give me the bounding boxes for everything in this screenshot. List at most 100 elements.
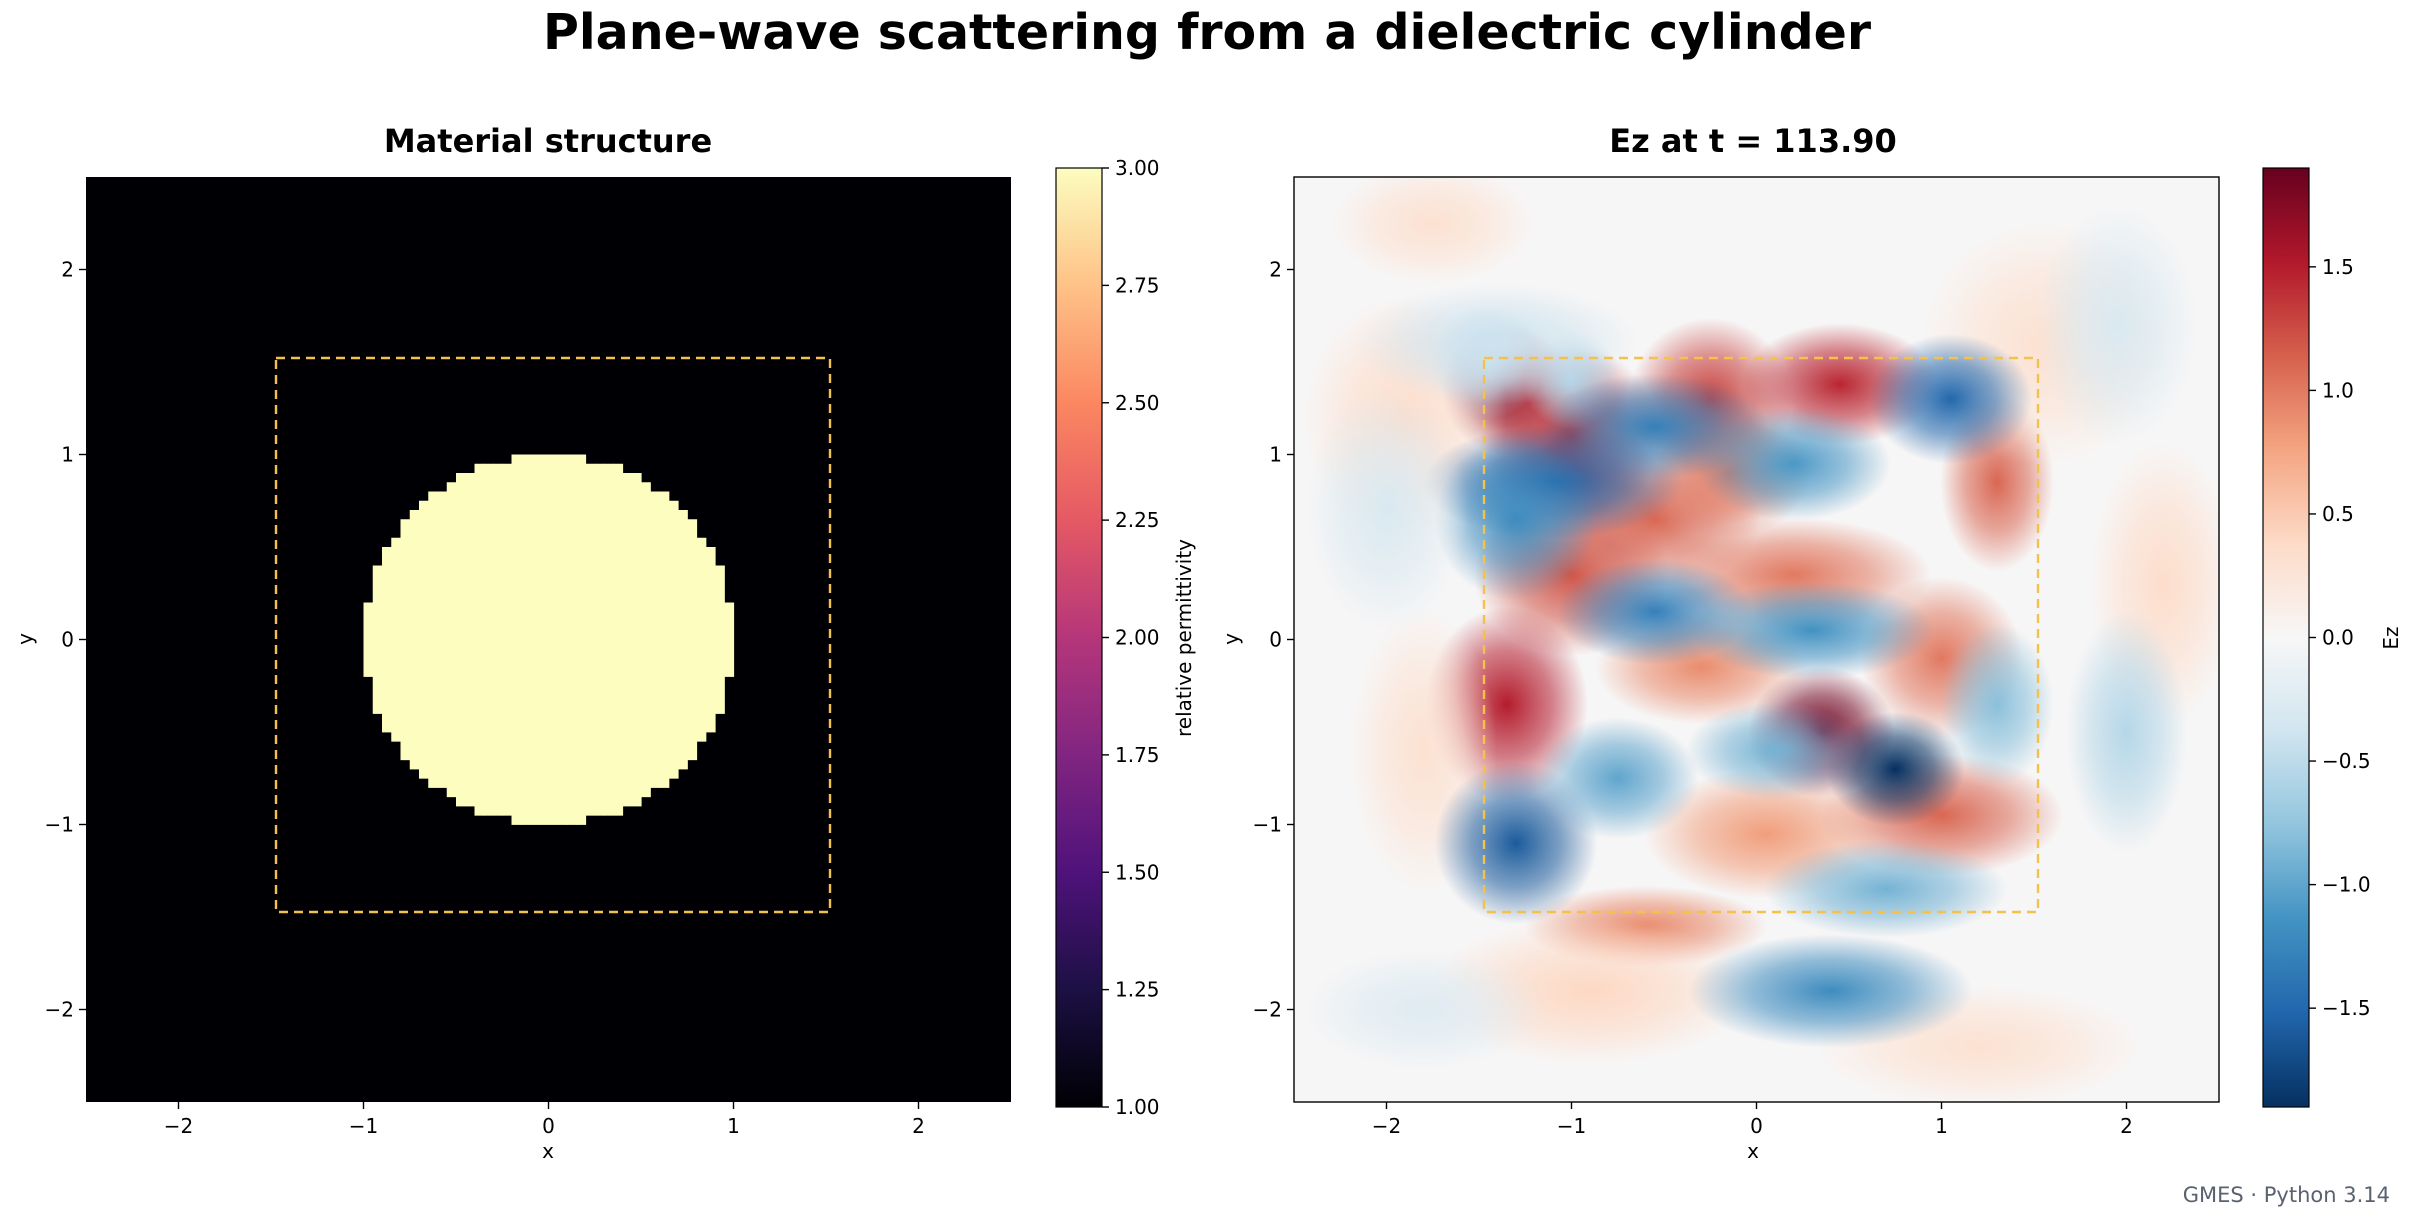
cylinder-cell: [493, 463, 503, 816]
permittivity-colorbar-label: relative permittivity: [1172, 539, 1196, 737]
permittivity-colorbar-gradient: [1055, 167, 1103, 1108]
x-tick-label: −1: [1557, 1114, 1586, 1138]
colorbar-tick-label: 2.00: [1115, 626, 1160, 650]
field-lobe: [1434, 437, 1598, 601]
field-lobe: [1536, 717, 1700, 840]
cylinder-cell: [724, 602, 735, 677]
x-tick-label: −1: [349, 1114, 378, 1138]
y-tick-label: −2: [45, 998, 74, 1022]
colorbar-tick-label: −0.5: [2322, 749, 2371, 773]
ez-field: [1301, 177, 2219, 1102]
cylinder-cell: [668, 500, 679, 779]
right-x-axis-label: x: [1747, 1139, 1759, 1163]
colorbar-tick-label: 1.5: [2322, 255, 2354, 279]
left-y-axis-label: y: [13, 633, 37, 645]
right-y-axis-label: y: [1219, 633, 1243, 645]
ez-colorbar-gradient: [2262, 167, 2310, 1108]
field-lobe: [1695, 406, 1892, 521]
colorbar-tick-label: 0.0: [2322, 626, 2354, 650]
colorbar-tick-label: 2.75: [1115, 273, 1160, 297]
x-tick-label: 1: [1935, 1114, 1948, 1138]
cylinder-cell: [409, 510, 420, 770]
cylinder-cell: [557, 454, 568, 825]
cylinder-cell: [696, 537, 707, 742]
x-tick-label: −2: [164, 1114, 193, 1138]
material-structure-panel: Material structure −2 −1 0 1 2 −2 −1 0 1 2 x y 1.…: [13, 122, 1196, 1163]
y-tick-label: 2: [61, 258, 74, 282]
cylinder-cell: [705, 547, 716, 733]
field-lobe: [1940, 622, 2054, 786]
field-lobe: [1685, 701, 1865, 800]
cylinder-cell: [548, 454, 559, 825]
cylinder-cell: [585, 463, 596, 816]
cylinder-cell: [511, 454, 522, 825]
x-tick-label: −2: [1372, 1114, 1401, 1138]
cylinder-cell: [363, 602, 374, 677]
cylinder-cell: [437, 491, 448, 788]
ez-colorbar: −1.5 −1.0 −0.5 0.0 0.5 1.0 1.5 Ez: [2262, 167, 2403, 1108]
dielectric-cylinder: [363, 454, 735, 825]
x-tick-label: 0: [1750, 1114, 1763, 1138]
cylinder-cell: [715, 565, 725, 714]
material-structure-title: Material structure: [384, 122, 712, 160]
x-tick-label: 2: [912, 1114, 925, 1138]
cylinder-cell: [604, 463, 614, 816]
cylinder-cell: [539, 454, 550, 825]
colorbar-tick-label: 2.25: [1115, 508, 1160, 532]
colorbar-tick-label: 0.5: [2322, 502, 2354, 526]
y-tick-label: 1: [1269, 443, 1282, 467]
cylinder-cell: [641, 482, 651, 798]
field-lobe: [1355, 282, 1640, 405]
field-lobe: [1301, 948, 1546, 1071]
field-lobe: [1688, 934, 1973, 1048]
cylinder-cell: [372, 565, 383, 714]
cylinder-cell: [567, 454, 577, 825]
cylinder-cell: [622, 473, 633, 807]
left-axes: −2 −1 0 1 2 −2 −1 0 1 2: [45, 258, 925, 1139]
field-source-region-box: [1482, 356, 2040, 914]
cylinder-cell: [474, 463, 485, 816]
cylinder-cell: [576, 454, 587, 825]
y-tick-label: −2: [1253, 998, 1282, 1022]
field-lobe: [1331, 177, 1535, 285]
figure-title: Plane-wave scattering from a dielectric …: [543, 4, 1872, 61]
colorbar-tick-label: 1.50: [1115, 860, 1160, 884]
source-region-box: [274, 356, 832, 914]
field-lobe: [1689, 581, 1935, 680]
field-lobe: [2065, 609, 2188, 855]
y-tick-label: −1: [45, 813, 74, 837]
field-lobe: [2035, 202, 2199, 448]
field-title: Ez at t = 113.90: [1609, 122, 1897, 160]
cylinder-cell: [428, 491, 439, 788]
field-panel: Ez at t = 113.90 −2 −1 0 1 2 −2 −1 0 1 2 x y −1.5…: [1219, 122, 2403, 1163]
colorbar-tick-label: 1.75: [1115, 743, 1160, 767]
ez-colorbar-ticks: −1.5 −1.0 −0.5 0.0 0.5 1.0 1.5: [2309, 255, 2371, 1020]
y-tick-label: 1: [61, 443, 74, 467]
left-x-axis-label: x: [542, 1139, 554, 1163]
cylinder-cell: [465, 473, 476, 807]
cylinder-cell: [391, 537, 402, 742]
colorbar-tick-label: 1.25: [1115, 978, 1160, 1002]
material-heatmap: [86, 177, 1011, 1102]
y-tick-label: 0: [61, 628, 74, 652]
cylinder-cell: [502, 463, 513, 816]
cylinder-cell: [483, 463, 494, 816]
field-lobe: [1305, 387, 1468, 633]
y-tick-label: −1: [1253, 813, 1282, 837]
cylinder-cell: [650, 491, 661, 788]
footer-credit: GMES · Python 3.14: [2183, 1183, 2390, 1207]
permittivity-colorbar: 1.00 1.25 1.50 1.75 2.00 2.25 2.50 2.75 3.00 rel…: [1055, 156, 1196, 1119]
y-tick-label: 0: [1269, 628, 1282, 652]
y-tick-label: 2: [1269, 258, 1282, 282]
cylinder-cell: [687, 519, 698, 761]
cylinder-cell: [631, 473, 642, 807]
colorbar-tick-label: 1.00: [1115, 1095, 1160, 1119]
x-tick-label: 1: [727, 1114, 740, 1138]
cylinder-cell: [446, 482, 457, 798]
cylinder-cell: [659, 491, 670, 788]
x-tick-label: 0: [542, 1114, 555, 1138]
x-tick-label: 2: [2120, 1114, 2133, 1138]
colorbar-tick-label: 3.00: [1115, 156, 1160, 180]
cylinder-cell: [382, 547, 392, 733]
